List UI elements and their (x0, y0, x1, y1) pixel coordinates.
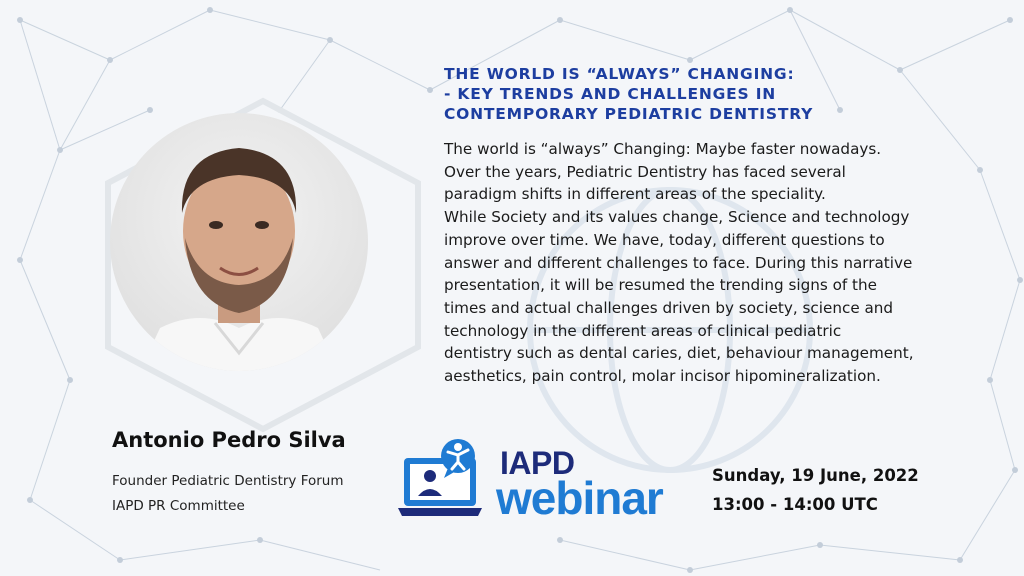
event-time: 13:00 - 14:00 UTC (712, 495, 878, 514)
speaker-role: Founder Pediatric Dentistry Forum (112, 473, 344, 489)
description-line: The world is “always” Changing: Maybe fa… (444, 140, 882, 158)
description-line: dentistry such as dental caries, diet, b… (444, 344, 914, 363)
description-line: aesthetics, pain control, molar incisor … (444, 367, 881, 386)
description-line: answer and different challenges to face.… (444, 253, 913, 272)
description-line: While Society and its values change, Sci… (444, 208, 910, 227)
event-date: Sunday, 19 June, 2022 (712, 466, 919, 485)
title-line: THE WORLD IS “ALWAYS” CHANGING: (444, 65, 795, 83)
title-line: - KEY TRENDS AND CHALLENGES IN (444, 85, 777, 103)
title-line: CONTEMPORARY PEDIATRIC DENTISTRY (444, 105, 814, 123)
description-line: paradigm shifts in different areas of th… (444, 185, 826, 204)
description-line: improve over time. We have, today, diffe… (444, 230, 885, 249)
description-line: presentation, it will be resumed the tre… (444, 276, 877, 295)
logo-webinar-text: webinar (496, 472, 664, 524)
speaker-photo (110, 113, 368, 371)
talk-title: THE WORLD IS “ALWAYS” CHANGING: - KEY TR… (444, 64, 1004, 124)
hexagon-frame (105, 97, 421, 433)
webinar-laptop-icon (398, 439, 482, 516)
speaker-name: Antonio Pedro Silva (112, 428, 346, 452)
logo-iapd-text: IAPD (500, 445, 575, 481)
description-line: times and actual challenges driven by so… (444, 298, 894, 317)
speaker-role: IAPD PR Committee (112, 498, 245, 514)
talk-description: The world is “always” Changing: Maybe fa… (444, 138, 1004, 388)
description-line: Over the years, Pediatric Dentistry has … (444, 162, 846, 181)
description-line: technology in the different areas of cli… (444, 321, 842, 340)
